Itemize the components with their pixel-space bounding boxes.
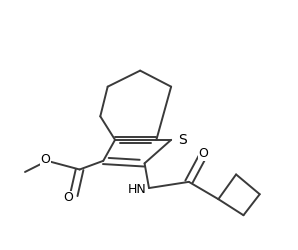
Text: O: O xyxy=(199,147,209,160)
Text: O: O xyxy=(63,192,73,204)
Text: S: S xyxy=(179,133,187,147)
Text: HN: HN xyxy=(127,183,146,196)
Text: O: O xyxy=(41,153,51,166)
